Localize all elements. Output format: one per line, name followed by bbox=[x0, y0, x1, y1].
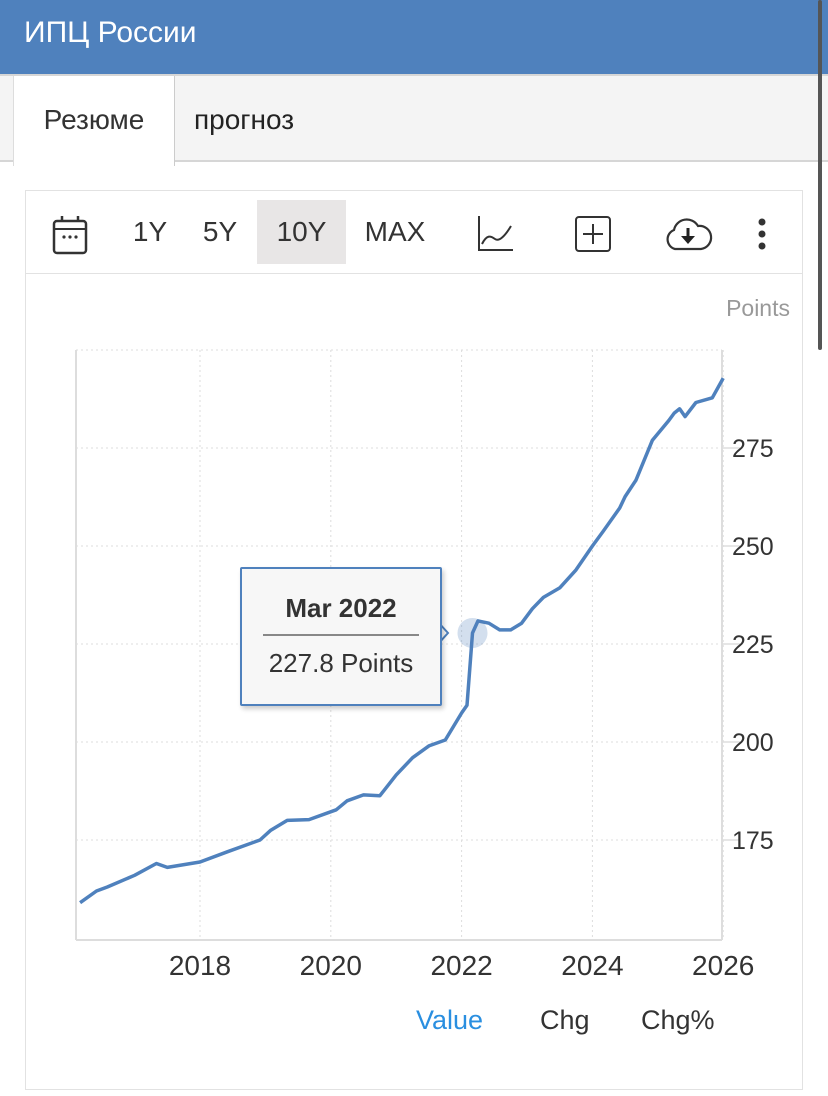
app-header: ИПЦ России bbox=[0, 0, 828, 74]
tooltip-date: Mar 2022 bbox=[285, 593, 397, 623]
tooltip-divider bbox=[263, 634, 419, 636]
add-compare-icon[interactable] bbox=[568, 200, 618, 264]
mode-chg-button[interactable]: Chg bbox=[540, 1005, 590, 1035]
tab-forecast[interactable]: прогноз bbox=[194, 104, 295, 135]
y-tick-label: 250 bbox=[732, 533, 774, 561]
x-tick-label: 2026 bbox=[692, 950, 754, 981]
mode-chg-pct-button[interactable]: Chg% bbox=[641, 1005, 715, 1035]
range-10y-button[interactable]: 10Y bbox=[257, 200, 346, 264]
y-tick-label: 275 bbox=[732, 435, 774, 463]
range-1y-button[interactable]: 1Y bbox=[132, 216, 168, 247]
cloud-download-icon[interactable] bbox=[658, 200, 718, 264]
tab-summary[interactable]: Резюме bbox=[13, 76, 175, 166]
page-title: ИПЦ России bbox=[24, 16, 197, 49]
y-tick-label: 225 bbox=[732, 631, 774, 659]
tab-bar: Резюме прогноз bbox=[0, 74, 828, 166]
y-tick-label: 175 bbox=[732, 827, 774, 855]
x-tick-label: 2022 bbox=[430, 950, 492, 981]
highlight-marker bbox=[457, 618, 488, 649]
chart-toolbar: 1Y 5Y 10Y MAX bbox=[25, 190, 803, 274]
mode-value-button[interactable]: Value bbox=[416, 1005, 484, 1035]
calendar-icon[interactable] bbox=[45, 200, 95, 264]
chart-card bbox=[25, 190, 803, 1090]
line-chart-icon[interactable] bbox=[470, 200, 520, 264]
more-vertical-icon[interactable] bbox=[747, 200, 777, 264]
chart-tooltip: Mar 2022 227.8 Points bbox=[240, 567, 442, 706]
x-tick-label: 2018 bbox=[169, 950, 231, 981]
y-tick-label: 200 bbox=[732, 729, 774, 757]
range-5y-button[interactable]: 5Y bbox=[202, 216, 238, 247]
x-tick-label: 2020 bbox=[300, 950, 362, 981]
tooltip-value: 227.8 Points bbox=[268, 648, 414, 678]
unit-label: Points bbox=[726, 295, 790, 321]
x-tick-label: 2024 bbox=[561, 950, 623, 981]
range-max-button[interactable]: MAX bbox=[364, 216, 426, 247]
scrollbar[interactable] bbox=[818, 0, 822, 350]
